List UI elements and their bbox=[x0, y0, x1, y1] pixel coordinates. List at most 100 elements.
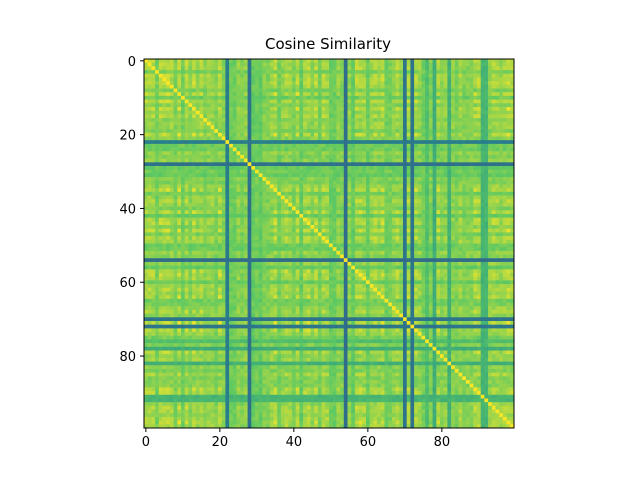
heatmap-cell bbox=[499, 136, 504, 141]
heatmap-cell bbox=[395, 162, 400, 167]
heatmap-cell bbox=[280, 236, 285, 241]
heatmap-cell bbox=[436, 239, 441, 244]
heatmap-cell bbox=[425, 180, 430, 185]
heatmap-cell bbox=[203, 210, 208, 215]
heatmap-cell bbox=[292, 95, 297, 100]
heatmap-cell bbox=[147, 92, 152, 97]
heatmap-cell bbox=[184, 217, 189, 222]
heatmap-cell bbox=[144, 225, 149, 230]
heatmap-cell bbox=[147, 59, 152, 64]
heatmap-cell bbox=[443, 66, 448, 71]
heatmap-cell bbox=[155, 162, 160, 167]
heatmap-cell bbox=[436, 166, 441, 171]
heatmap-cell bbox=[173, 184, 178, 189]
heatmap-cell bbox=[266, 184, 271, 189]
heatmap-cell bbox=[484, 147, 489, 152]
heatmap-cell bbox=[395, 202, 400, 207]
heatmap-cell bbox=[440, 236, 445, 241]
heatmap-cell bbox=[399, 199, 404, 204]
heatmap-cell bbox=[317, 84, 322, 89]
heatmap-cell bbox=[443, 154, 448, 159]
heatmap-cell bbox=[288, 121, 293, 126]
heatmap-cell bbox=[502, 70, 507, 75]
heatmap-cell bbox=[144, 59, 149, 64]
heatmap-cell bbox=[421, 73, 426, 78]
heatmap-cell bbox=[306, 199, 311, 204]
heatmap-cell bbox=[347, 70, 352, 75]
heatmap-cell bbox=[465, 239, 470, 244]
heatmap-cell bbox=[403, 106, 408, 112]
heatmap-cell bbox=[247, 180, 252, 185]
heatmap-cell bbox=[199, 129, 204, 134]
heatmap-cell bbox=[388, 166, 393, 171]
heatmap-cell bbox=[332, 140, 337, 145]
heatmap-cell bbox=[273, 59, 278, 64]
heatmap-cell bbox=[277, 140, 282, 145]
heatmap-cell bbox=[484, 106, 489, 112]
heatmap-cell bbox=[203, 95, 208, 100]
heatmap-cell bbox=[395, 184, 400, 189]
heatmap-cell bbox=[277, 81, 282, 86]
heatmap-cell bbox=[384, 228, 389, 233]
heatmap-cell bbox=[362, 221, 367, 226]
heatmap-cell bbox=[292, 114, 297, 119]
heatmap-cell bbox=[369, 169, 374, 174]
heatmap-cell bbox=[414, 84, 419, 89]
heatmap-cell bbox=[269, 121, 274, 126]
heatmap-cell bbox=[343, 202, 348, 207]
heatmap-cell bbox=[362, 236, 367, 241]
heatmap-cell bbox=[210, 140, 215, 145]
heatmap-cell bbox=[380, 118, 385, 123]
heatmap-cell bbox=[299, 132, 304, 137]
heatmap-cell bbox=[495, 129, 500, 134]
heatmap-cell bbox=[421, 88, 426, 93]
heatmap-cell bbox=[347, 66, 352, 71]
heatmap-cell bbox=[162, 236, 167, 241]
heatmap-cell bbox=[151, 95, 156, 100]
heatmap-cell bbox=[306, 158, 311, 163]
heatmap-cell bbox=[488, 225, 493, 230]
heatmap-cell bbox=[406, 88, 411, 93]
heatmap-cell bbox=[451, 132, 456, 137]
heatmap-cell bbox=[232, 158, 237, 163]
heatmap-cell bbox=[188, 147, 193, 152]
heatmap-cell bbox=[288, 217, 293, 222]
heatmap-cell bbox=[299, 217, 304, 222]
heatmap-cell bbox=[447, 210, 452, 215]
heatmap-cell bbox=[465, 191, 470, 196]
heatmap-cell bbox=[447, 188, 452, 193]
heatmap-cell bbox=[258, 125, 263, 130]
heatmap-cell bbox=[499, 221, 504, 226]
heatmap-cell bbox=[351, 88, 356, 93]
heatmap-cell bbox=[218, 121, 223, 126]
heatmap-cell bbox=[332, 217, 337, 222]
heatmap-cell bbox=[421, 103, 426, 108]
heatmap-cell bbox=[414, 92, 419, 97]
heatmap-cell bbox=[469, 239, 474, 244]
heatmap-cell bbox=[428, 84, 433, 89]
heatmap-cell bbox=[473, 66, 478, 71]
heatmap-cell bbox=[351, 114, 356, 119]
heatmap-cell bbox=[480, 225, 485, 230]
heatmap-cell bbox=[203, 118, 208, 123]
heatmap-cell bbox=[443, 221, 448, 226]
heatmap-cell bbox=[218, 132, 223, 137]
heatmap-cell bbox=[147, 162, 152, 167]
heatmap-cell bbox=[340, 62, 345, 67]
heatmap-cell bbox=[251, 95, 256, 100]
heatmap-cell bbox=[469, 221, 474, 226]
heatmap-cell bbox=[314, 184, 319, 189]
heatmap-cell bbox=[299, 110, 304, 115]
heatmap-cell bbox=[221, 125, 226, 130]
heatmap-cell bbox=[462, 232, 467, 237]
heatmap-cell bbox=[151, 206, 156, 211]
heatmap-cell bbox=[399, 221, 404, 226]
heatmap-cell bbox=[336, 221, 341, 226]
heatmap-cell bbox=[510, 147, 515, 152]
heatmap-cell bbox=[158, 173, 163, 178]
heatmap-cell bbox=[506, 88, 511, 93]
heatmap-cell bbox=[321, 92, 326, 97]
heatmap-cell bbox=[277, 221, 282, 226]
heatmap-cell bbox=[421, 84, 426, 89]
heatmap-cell bbox=[314, 62, 319, 67]
